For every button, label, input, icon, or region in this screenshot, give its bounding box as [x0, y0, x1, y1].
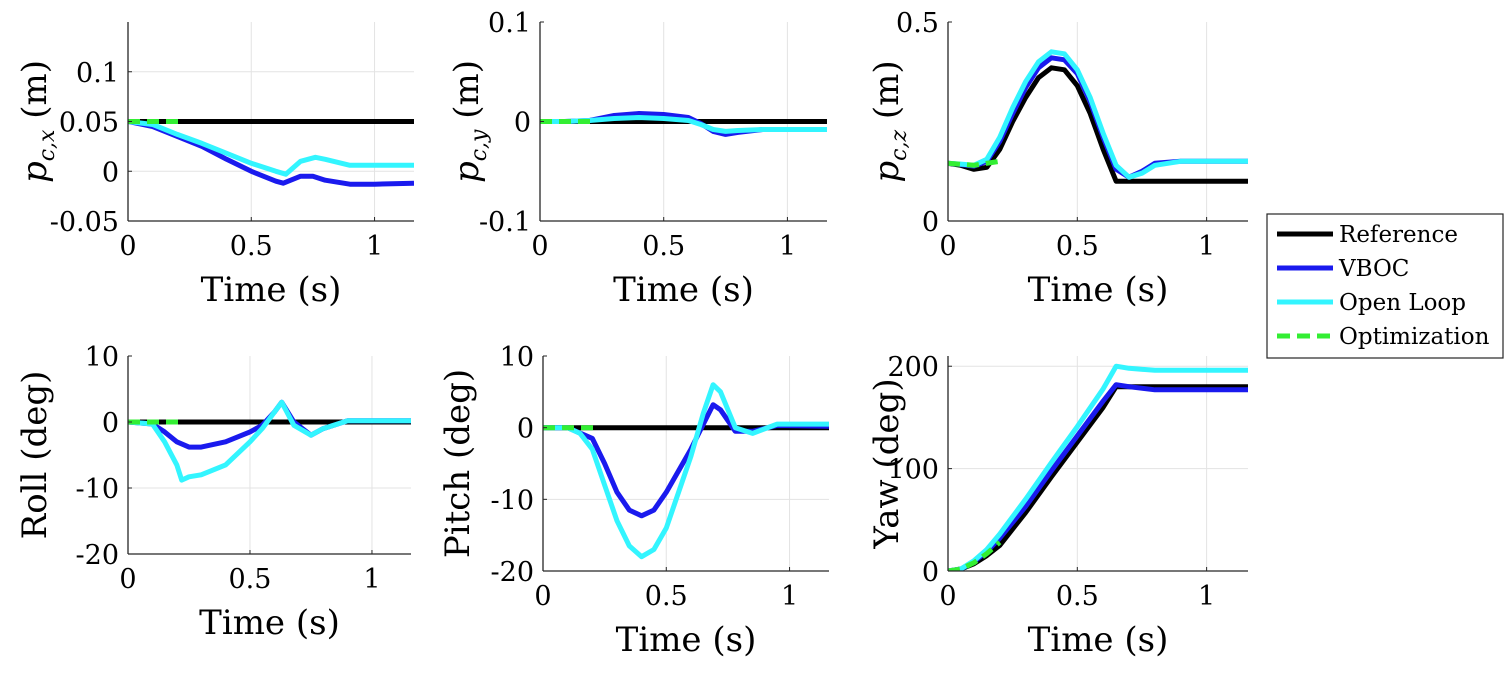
- x-tick-label: 1: [1198, 581, 1215, 612]
- y-tick-label: 100: [887, 455, 939, 486]
- x-tick-label: 0.5: [229, 564, 272, 595]
- x-axis-label: Time (s): [1028, 270, 1169, 310]
- y-tick-label: 10: [500, 342, 534, 373]
- series-group: [543, 382, 829, 560]
- y-tick-label: -10: [491, 485, 534, 516]
- y-label-subscript: c,z: [887, 130, 912, 161]
- y-tick-label: -10: [76, 474, 119, 505]
- legend-label: Optimization: [1339, 324, 1490, 350]
- y-tick-label: 200: [887, 352, 939, 383]
- x-tick-label: 0: [531, 231, 548, 262]
- y-tick-label: -0.1: [479, 207, 531, 238]
- x-tick-label: 0.5: [642, 231, 685, 262]
- series-line-reference: [948, 65, 1248, 184]
- x-tick-label: 0: [534, 581, 551, 612]
- x-tick-label: 0.5: [1056, 231, 1099, 262]
- y-tick-label: -0.05: [50, 207, 119, 238]
- subplot-3: 0 0.5 1 0 0.5 Time (s) pc,z (m): [867, 8, 1248, 310]
- series-group: [128, 399, 411, 483]
- legend-item-reference: Reference: [1277, 222, 1458, 248]
- y-tick-label: -20: [76, 540, 119, 571]
- x-axis-label: Time (s): [199, 603, 340, 643]
- y-label-unit: (m): [15, 60, 55, 130]
- legend-item-open-loop: Open Loop: [1277, 290, 1466, 316]
- y-label-unit: (m): [447, 60, 487, 130]
- y-label-subscript: c,y: [467, 129, 492, 161]
- y-tick-label: 0.1: [76, 58, 119, 89]
- y-axis-label: pc,y (m): [447, 60, 492, 183]
- y-label-symbol: p: [15, 161, 55, 183]
- legend-item-optimization: Optimization: [1277, 324, 1490, 350]
- series-line-open-loop: [128, 119, 414, 177]
- y-tick-label: 0.5: [896, 8, 939, 39]
- x-tick-label: 1: [1198, 231, 1215, 262]
- y-tick-label: -20: [491, 557, 534, 588]
- legend-item-vboc: VBOC: [1277, 256, 1409, 282]
- x-tick-label: 0.5: [645, 581, 688, 612]
- y-tick-label: 0.05: [59, 108, 119, 139]
- x-tick-label: 0: [119, 564, 136, 595]
- subplot-4: 0 0.5 1 -20 -10 0 10 Time (s) Roll (deg): [15, 342, 411, 643]
- y-axis-label: Roll (deg): [15, 371, 55, 540]
- y-axis-label: pc,z (m): [867, 60, 912, 182]
- y-tick-label: 0: [102, 408, 119, 439]
- x-tick-label: 0.5: [1056, 581, 1099, 612]
- x-tick-label: 0: [939, 581, 956, 612]
- subplot-6: 0 0.5 1 0 100 200 Time (s) Yaw (deg): [867, 352, 1248, 660]
- x-tick-label: 0: [939, 231, 956, 262]
- subplot-5: 0 0.5 1 -20 -10 0 10 Time (s) Pitch (deg): [438, 342, 829, 660]
- series-group: [948, 363, 1248, 571]
- x-axis-label: Time (s): [616, 620, 757, 660]
- y-label-subscript: c,x: [35, 129, 60, 161]
- plot-area: [128, 356, 411, 554]
- y-tick-label: 0: [102, 157, 119, 188]
- y-tick-label: 0: [922, 207, 939, 238]
- y-tick-label: 0.1: [488, 8, 531, 39]
- y-axis-label: pc,x (m): [15, 60, 60, 183]
- y-label-unit: (m): [867, 60, 907, 130]
- legend-box: [1266, 213, 1504, 359]
- x-axis-label: Time (s): [1028, 620, 1169, 660]
- series-line-open-loop: [540, 115, 827, 134]
- y-tick-label: 0: [922, 557, 939, 588]
- y-tick-label: 0: [517, 414, 534, 445]
- series-group: [540, 111, 827, 137]
- y-axis-label: Pitch (deg): [438, 369, 478, 558]
- legend-label: Open Loop: [1339, 290, 1466, 316]
- series-line-open-loop: [948, 49, 1248, 180]
- y-tick-label: 10: [85, 342, 119, 373]
- series-line-optimization: [948, 158, 1001, 168]
- y-axis-label: Yaw (deg): [867, 378, 907, 549]
- legend-label: VBOC: [1338, 256, 1409, 282]
- y-tick-label: 0: [514, 108, 531, 139]
- x-tick-label: 0: [119, 231, 136, 262]
- y-label-symbol: p: [867, 161, 907, 183]
- x-tick-label: 0.5: [230, 231, 273, 262]
- series-group: [948, 49, 1248, 184]
- x-tick-label: 1: [779, 231, 796, 262]
- series-line-open-loop: [543, 382, 829, 560]
- x-axis-label: Time (s): [201, 270, 342, 310]
- x-axis-label: Time (s): [613, 270, 754, 310]
- series-line-open-loop: [128, 399, 411, 483]
- series-group: [128, 119, 414, 187]
- series-line-vboc: [543, 402, 829, 519]
- legend-label: Reference: [1339, 222, 1458, 248]
- legend: Reference VBOC Open Loop Optimization: [1266, 213, 1504, 359]
- x-tick-label: 1: [781, 581, 798, 612]
- y-label-symbol: p: [447, 161, 487, 183]
- x-tick-label: 1: [363, 564, 380, 595]
- x-tick-label: 1: [366, 231, 383, 262]
- series-line-optimization: [948, 540, 1002, 571]
